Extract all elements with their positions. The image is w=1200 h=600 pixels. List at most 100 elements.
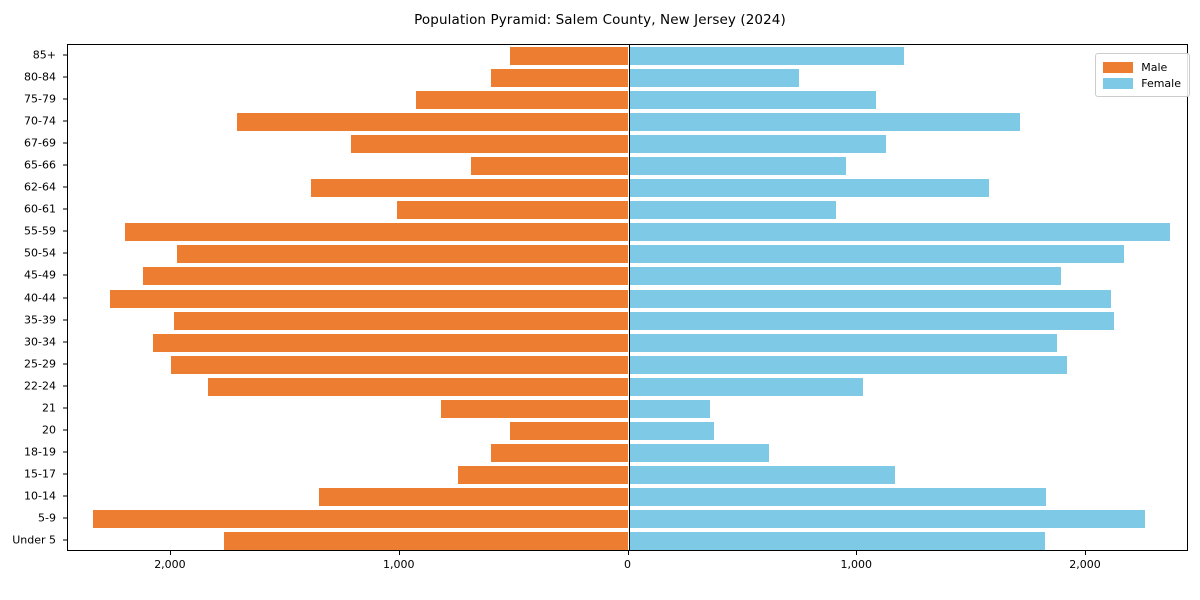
bar-female-67-69 xyxy=(628,135,886,154)
bar-male-5-9 xyxy=(93,509,629,528)
bar-female-22-24 xyxy=(628,377,863,396)
y-tick-mark xyxy=(63,319,67,321)
bar-male-40-44 xyxy=(110,289,629,308)
bar-male-80-84 xyxy=(491,69,629,88)
y-tick-label: 22-24 xyxy=(24,379,56,393)
bar-male-18-19 xyxy=(491,443,629,462)
y-tick-label: 45-49 xyxy=(24,268,56,282)
y-tick-label: 18-19 xyxy=(24,445,56,459)
y-tick-mark xyxy=(63,120,67,122)
y-tick-mark xyxy=(63,429,67,431)
y-tick-mark xyxy=(63,517,67,519)
bar-female-15-17 xyxy=(628,465,896,484)
bar-male-62-64 xyxy=(310,179,629,198)
legend-item-female[interactable]: Female xyxy=(1103,75,1181,91)
x-axis: 2,000 1,000 0 1,000 2,000 xyxy=(67,551,1188,591)
bar-male-70-74 xyxy=(237,113,629,132)
bar-male-20 xyxy=(509,421,629,440)
y-tick-label: 30-34 xyxy=(24,335,56,349)
y-tick-label: 40-44 xyxy=(24,291,56,304)
bar-female-40-44 xyxy=(628,289,1112,308)
y-tick-mark xyxy=(63,473,67,475)
legend-label-female: Female xyxy=(1141,76,1181,90)
bars-layer xyxy=(68,45,1187,550)
bar-male-75-79 xyxy=(415,91,629,110)
bar-female-18-19 xyxy=(628,443,770,462)
bar-female-75-79 xyxy=(628,91,876,110)
plot-area xyxy=(67,44,1188,551)
bar-female-10-14 xyxy=(628,487,1046,506)
bar-male-21 xyxy=(440,399,629,418)
bar-male-15-17 xyxy=(458,465,629,484)
bar-female-20 xyxy=(628,421,715,440)
chart-legend: Male Female xyxy=(1095,53,1190,97)
bar-male-22-24 xyxy=(207,377,629,396)
y-tick-mark xyxy=(63,252,67,254)
legend-swatch-male xyxy=(1103,61,1134,73)
y-tick-label: 55-59 xyxy=(24,224,56,238)
y-tick-mark xyxy=(63,230,67,232)
bar-female-80-84 xyxy=(628,69,799,88)
y-tick-mark xyxy=(63,164,67,166)
bar-female-85- xyxy=(628,47,905,66)
y-tick-label: 60-61 xyxy=(24,202,56,216)
bar-male-67-69 xyxy=(350,135,629,154)
bar-male-25-29 xyxy=(170,355,629,374)
y-tick-label: 10-14 xyxy=(24,489,56,503)
bar-male-10-14 xyxy=(318,487,629,506)
y-tick-mark xyxy=(63,142,67,144)
bar-female-60-61 xyxy=(628,201,836,220)
legend-swatch-female xyxy=(1103,77,1134,89)
y-tick-mark xyxy=(63,208,67,210)
y-tick-label: 85+ xyxy=(32,48,56,62)
bar-female-35-39 xyxy=(628,311,1114,330)
y-tick-label: 25-29 xyxy=(24,357,56,371)
y-tick-mark xyxy=(63,274,67,276)
y-tick-label: 80-84 xyxy=(24,70,56,84)
chart-title: Population Pyramid: Salem County, New Je… xyxy=(414,12,786,28)
y-tick-mark xyxy=(63,385,67,387)
bar-male-under-5 xyxy=(223,531,629,550)
x-tick-mark xyxy=(856,551,858,555)
y-tick-mark xyxy=(63,539,67,541)
x-tick-label: 1,000 xyxy=(382,558,415,571)
legend-item-male[interactable]: Male xyxy=(1103,59,1181,75)
bar-female-50-54 xyxy=(628,245,1124,264)
y-tick-label: 62-64 xyxy=(24,180,56,194)
bar-female-55-59 xyxy=(628,223,1170,242)
x-tick-mark xyxy=(1085,551,1087,555)
y-tick-mark xyxy=(63,495,67,497)
y-tick-mark xyxy=(63,98,67,100)
y-tick-mark xyxy=(63,76,67,78)
bar-male-30-34 xyxy=(152,333,629,352)
bar-female-under-5 xyxy=(628,531,1045,550)
y-tick-label: 65-66 xyxy=(24,158,56,172)
y-tick-mark xyxy=(63,451,67,453)
y-tick-label: 35-39 xyxy=(24,313,56,327)
bar-female-5-9 xyxy=(628,509,1146,528)
y-tick-mark xyxy=(63,341,67,343)
bar-female-65-66 xyxy=(628,157,846,176)
bar-female-45-49 xyxy=(628,267,1061,286)
bar-male-35-39 xyxy=(174,311,629,330)
bar-female-70-74 xyxy=(628,113,1020,132)
bar-male-65-66 xyxy=(470,157,629,176)
bar-female-62-64 xyxy=(628,179,989,198)
y-tick-mark xyxy=(63,363,67,365)
bar-male-60-61 xyxy=(397,201,629,220)
bar-female-30-34 xyxy=(628,333,1058,352)
y-tick-label: 67-69 xyxy=(24,136,56,150)
y-axis: 85+ 80-84 75-79 70-74 67-69 65-66 62-64 60-61 55… xyxy=(0,44,67,551)
bar-female-21 xyxy=(628,399,710,418)
bar-male-50-54 xyxy=(176,245,629,264)
x-tick-label: 2,000 xyxy=(154,558,186,571)
y-tick-label: Under 5 xyxy=(12,533,56,547)
x-tick-label: 0 xyxy=(624,558,631,571)
y-tick-label: 50-54 xyxy=(24,246,56,260)
y-tick-label: 21 xyxy=(42,401,56,415)
x-tick-mark xyxy=(398,551,400,555)
bar-male-45-49 xyxy=(143,267,629,286)
y-tick-label: 5-9 xyxy=(38,511,56,525)
y-tick-mark xyxy=(63,186,67,188)
